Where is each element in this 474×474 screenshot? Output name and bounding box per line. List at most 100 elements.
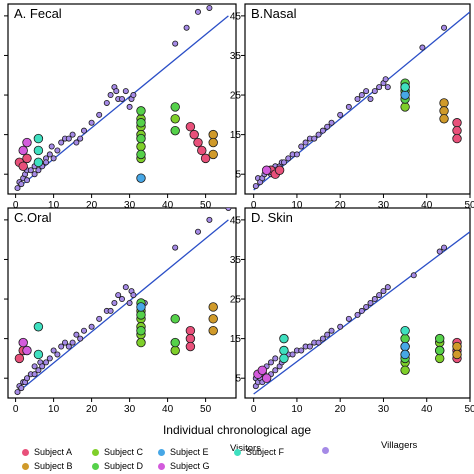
point-F [33, 322, 44, 332]
point-E [136, 302, 146, 312]
point-A [200, 153, 211, 164]
x-tick-label: 50 [464, 200, 474, 211]
x-tick-label: 40 [421, 200, 433, 211]
point-villagers [130, 292, 137, 299]
point-villagers [103, 99, 110, 106]
point-villagers [23, 375, 30, 382]
y-tick-label: 5 [235, 374, 241, 385]
point-D [170, 125, 180, 136]
point-villagers [371, 88, 378, 95]
point-B [208, 314, 218, 324]
point-G [257, 365, 268, 375]
point-B [452, 341, 462, 352]
point-B [439, 114, 449, 124]
point-villagers [367, 299, 374, 306]
point-villagers [311, 135, 318, 142]
point-F [33, 349, 44, 360]
point-A [193, 137, 203, 148]
x-tick-label: 20 [86, 404, 98, 415]
point-C [136, 141, 146, 152]
x-tick-label: 50 [464, 404, 474, 415]
x-tick-label: 50 [200, 404, 212, 415]
point-D [136, 133, 146, 144]
point-villagers [119, 296, 126, 303]
point-villagers [337, 323, 344, 330]
point-villagers [272, 367, 279, 374]
point-F [400, 326, 410, 336]
point-villagers [358, 92, 365, 99]
point-A [452, 133, 462, 144]
point-villagers [345, 315, 352, 322]
point-villagers [172, 40, 179, 47]
point-villagers [65, 343, 72, 350]
point-villagers [441, 244, 448, 251]
point-villagers [380, 288, 387, 295]
point-villagers [18, 181, 25, 188]
point-villagers [354, 96, 361, 103]
point-A [14, 353, 25, 364]
point-D [435, 333, 445, 344]
point-villagers [225, 208, 232, 211]
point-villagers [267, 359, 274, 366]
point-F [400, 82, 410, 92]
point-villagers [65, 135, 72, 142]
point-villagers [126, 299, 133, 306]
point-villagers [419, 44, 426, 51]
point-villagers [194, 8, 201, 15]
point-villagers [315, 339, 322, 346]
point-G [261, 373, 272, 383]
point-villagers [441, 24, 448, 31]
point-B [208, 129, 218, 140]
point-villagers [324, 331, 331, 338]
panel-title: B.Nasal [251, 6, 297, 21]
point-villagers [206, 4, 213, 11]
point-B [208, 137, 218, 148]
panel-4: 0 10 20 30 40 50 5 15 25 35 45 D. Skin [230, 207, 474, 415]
point-villagers [113, 88, 120, 95]
point-villagers [81, 127, 88, 134]
y-tick-label: 15 [230, 334, 242, 345]
point-E [400, 341, 410, 352]
point-villagers [319, 127, 326, 134]
point-villagers [328, 327, 335, 334]
point-villagers [126, 103, 133, 110]
point-villagers [107, 307, 114, 314]
point-villagers [54, 147, 61, 154]
point-villagers [376, 84, 383, 91]
point-villagers [376, 292, 383, 299]
point-villagers [363, 88, 370, 95]
point-villagers [130, 92, 137, 99]
point-D [170, 102, 180, 112]
point-villagers [354, 311, 361, 318]
point-villagers [77, 335, 84, 342]
point-villagers [88, 119, 95, 126]
x-tick-label: 0 [13, 404, 19, 415]
point-villagers [384, 284, 391, 291]
point-villagers [54, 351, 61, 358]
point-A [185, 341, 196, 352]
point-villagers [328, 119, 335, 126]
point-villagers [35, 367, 42, 374]
x-tick-label: 0 [13, 200, 19, 211]
point-villagers [345, 103, 352, 110]
point-villagers [69, 339, 76, 346]
y-tick-label: 5 [235, 170, 241, 181]
point-G [22, 137, 32, 148]
point-villagers [122, 284, 129, 291]
point-villagers [31, 171, 38, 178]
point-villagers [58, 343, 65, 350]
point-villagers [31, 371, 38, 378]
regression-line [15, 15, 229, 191]
point-D [400, 333, 410, 344]
point-A [452, 125, 462, 136]
point-villagers [410, 272, 417, 279]
point-E [400, 349, 410, 360]
point-A [185, 333, 196, 344]
panel-2: 0 10 20 30 40 50 5 15 25 35 45 B.Nasal [230, 3, 474, 211]
x-axis-label: Individual chronological age [163, 423, 311, 437]
point-villagers [96, 315, 103, 322]
point-villagers [172, 244, 179, 251]
y-tick-label: 45 [230, 11, 242, 22]
point-villagers [39, 363, 46, 370]
